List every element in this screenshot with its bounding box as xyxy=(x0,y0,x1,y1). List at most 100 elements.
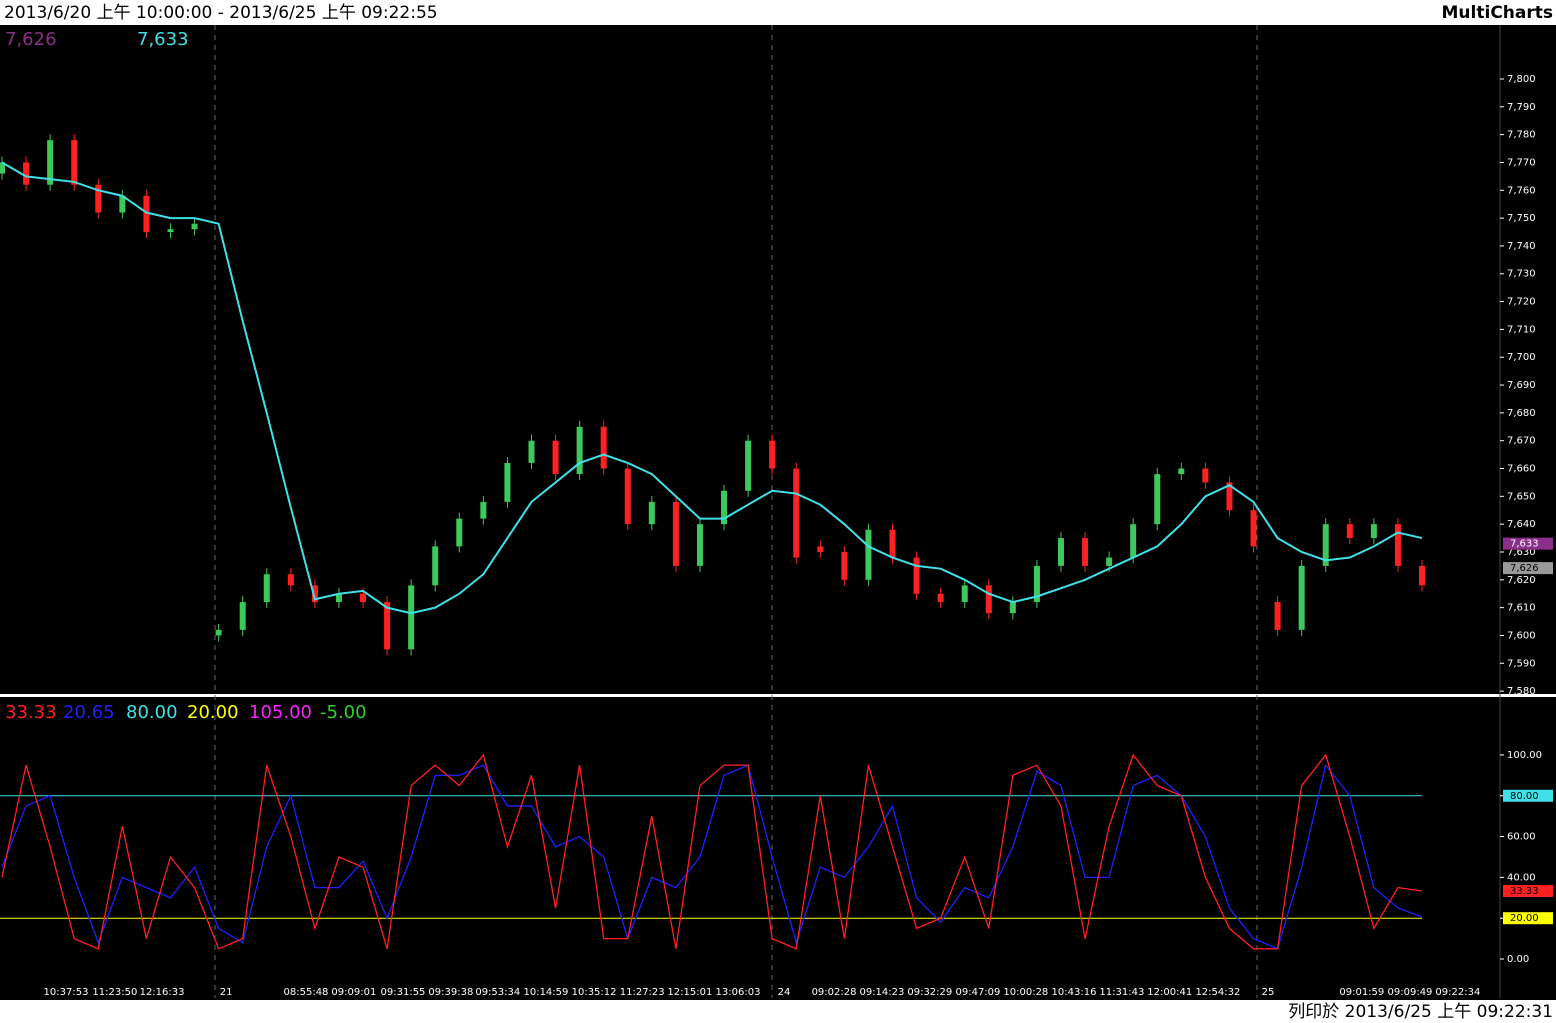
candle xyxy=(1106,557,1113,566)
candle xyxy=(672,501,679,566)
readout: 20.65 xyxy=(63,702,115,723)
value-badge-label: 80.00 xyxy=(1510,791,1539,802)
candle xyxy=(143,195,150,233)
candle xyxy=(1419,565,1425,586)
footer-bar xyxy=(0,1000,1556,1023)
x-tick-label: 12:16:33 xyxy=(140,987,185,998)
readout: 80.00 xyxy=(126,702,178,723)
candle xyxy=(1082,538,1089,566)
y-tick-label: 7,800 xyxy=(1507,74,1536,85)
value-badge xyxy=(1503,562,1553,575)
y-tick-label: 7,730 xyxy=(1507,269,1536,280)
y-tick-label: 7,590 xyxy=(1507,658,1536,669)
x-tick-label: 11:23:50 xyxy=(92,987,137,998)
x-tick-label: 24 xyxy=(778,987,791,998)
value-badge-label: 33.33 xyxy=(1510,886,1539,897)
y-tick-label: 7,580 xyxy=(1507,686,1536,697)
x-tick-label: 09:32:29 xyxy=(907,987,952,998)
candle xyxy=(287,574,294,586)
y-tick-label: 7,780 xyxy=(1507,130,1536,141)
y-tick-label: 0.00 xyxy=(1507,954,1529,965)
candle xyxy=(360,593,367,603)
value-badge xyxy=(1503,885,1553,897)
candle xyxy=(1298,565,1305,630)
y-tick-label: 7,740 xyxy=(1507,241,1536,252)
x-tick-label: 11:27:23 xyxy=(620,987,665,998)
y-tick-label: 7,790 xyxy=(1507,102,1536,113)
chart-area xyxy=(0,25,1556,1000)
candle xyxy=(0,162,5,174)
stochastic-line xyxy=(1,753,1423,950)
x-tick-label: 09:22:34 xyxy=(1435,987,1480,998)
candle xyxy=(624,468,631,525)
candle xyxy=(432,546,439,586)
candle xyxy=(191,223,198,230)
x-tick-label: 08:55:48 xyxy=(284,987,329,998)
y-tick-label: 7,770 xyxy=(1507,157,1536,168)
y-tick-label: 7,760 xyxy=(1507,185,1536,196)
candle xyxy=(1057,538,1064,566)
candle xyxy=(504,462,511,502)
candle xyxy=(1178,468,1185,475)
candle xyxy=(817,546,824,552)
candle xyxy=(71,140,78,185)
x-tick-label: 10:37:53 xyxy=(44,987,89,998)
y-tick-label: 60.00 xyxy=(1507,832,1536,843)
y-tick-label: 7,660 xyxy=(1507,464,1536,475)
y-tick-label: 100.00 xyxy=(1507,750,1542,761)
candle xyxy=(456,518,463,547)
candle xyxy=(1322,524,1329,566)
brand: MultiCharts xyxy=(1442,3,1553,23)
candle xyxy=(1394,524,1401,566)
candle xyxy=(408,585,415,650)
candle xyxy=(47,140,54,185)
x-tick-label: 09:09:49 xyxy=(1388,987,1433,998)
candle xyxy=(1274,602,1281,630)
value-badge-label: 7,633 xyxy=(1510,539,1539,550)
readout: -5.00 xyxy=(320,702,367,723)
x-tick-label: 12:15:01 xyxy=(667,987,712,998)
day-separators xyxy=(214,25,1258,998)
candle xyxy=(335,593,342,603)
candle xyxy=(1202,468,1209,483)
candle xyxy=(1130,524,1137,558)
header-title: 2013/6/20 上午 10:00:00 - 2013/6/25 上午 09:… xyxy=(4,3,438,23)
value-badge xyxy=(1503,789,1553,802)
candle xyxy=(384,602,391,650)
candle xyxy=(95,184,102,213)
candle xyxy=(1033,565,1040,603)
readout: 20.00 xyxy=(187,702,239,723)
y-tick-label: 7,710 xyxy=(1507,324,1536,335)
candle xyxy=(167,229,174,233)
x-tick-label: 09:02:28 xyxy=(812,987,857,998)
y-tick-label: 40.00 xyxy=(1507,872,1536,883)
x-tick-label: 09:53:34 xyxy=(475,987,520,998)
x-tick-label: 11:31:43 xyxy=(1099,987,1144,998)
header-bar xyxy=(0,0,1556,25)
candle xyxy=(1009,602,1016,614)
y-tick-label: 7,750 xyxy=(1507,213,1536,224)
x-tick-label: 10:35:12 xyxy=(572,987,617,998)
x-tick-label: 10:00:28 xyxy=(1003,987,1048,998)
value-badge xyxy=(1503,912,1553,925)
x-tick-label: 09:47:09 xyxy=(955,987,1000,998)
value-badge-label: 7,626 xyxy=(1510,563,1539,574)
x-tick-label: 09:09:01 xyxy=(331,987,376,998)
candle xyxy=(23,162,30,185)
y-tick-label: 7,680 xyxy=(1507,408,1536,419)
candle xyxy=(263,574,270,603)
x-tick-label: 10:14:59 xyxy=(523,987,568,998)
candle xyxy=(311,585,318,603)
candle xyxy=(696,524,703,566)
readout: 7,633 xyxy=(137,29,189,50)
y-tick-label: 7,630 xyxy=(1507,547,1536,558)
candle xyxy=(119,195,126,213)
y-tick-label: 7,640 xyxy=(1507,519,1536,530)
x-tick-label: 12:54:32 xyxy=(1195,987,1240,998)
y-tick-label: 7,720 xyxy=(1507,297,1536,308)
candle xyxy=(239,602,246,630)
candle xyxy=(841,551,848,580)
candle xyxy=(1346,524,1353,539)
